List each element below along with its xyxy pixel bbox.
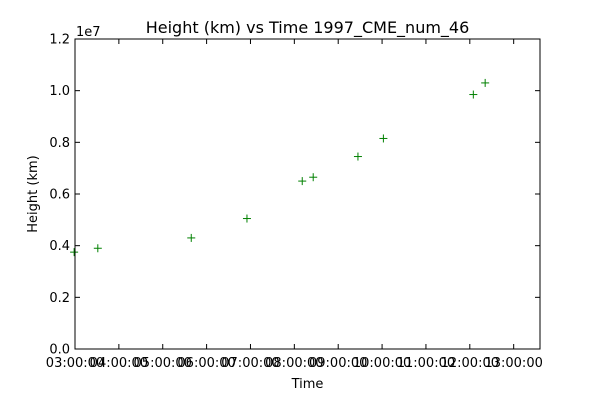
plot-area-frame — [74, 38, 541, 350]
x-tick-label: 11:00:00 — [397, 356, 455, 371]
y-tick-label: 1.2 — [49, 33, 70, 48]
data-point-marker — [298, 177, 307, 186]
x-tick-label: 09:00:00 — [309, 356, 367, 371]
data-point-marker — [353, 152, 362, 161]
chart-title: Height (km) vs Time 1997_CME_num_46 — [146, 18, 470, 38]
data-point-marker — [481, 78, 490, 87]
y-tick-label: 0.6 — [49, 188, 70, 203]
y-tick-label: 0.0 — [49, 343, 70, 358]
y-scale-label: 1e7 — [76, 25, 101, 40]
x-tick-label: 04:00:00 — [90, 356, 148, 371]
axis-ticks: 0.0 0.2 0.4 0.6 0.8 1.0 1.2 03:00:0004:00:0005:… — [46, 33, 543, 372]
data-point-marker — [379, 134, 388, 143]
data-point-marker — [93, 244, 102, 253]
data-point-marker — [309, 173, 318, 182]
x-axis-label: Time — [291, 377, 324, 392]
data-point-marker — [70, 248, 79, 257]
x-tick-label: 13:00:00 — [484, 356, 542, 371]
y-tick-label: 1.0 — [49, 84, 70, 99]
y-axis-label: Height (km) — [26, 155, 41, 232]
x-tick-label: 12:00:00 — [441, 356, 499, 371]
data-point-marker — [469, 90, 478, 99]
x-tick-label: 06:00:00 — [177, 356, 235, 371]
data-point-marker — [187, 233, 196, 242]
data-point-marker — [242, 214, 251, 223]
x-tick-label: 03:00:00 — [46, 356, 104, 371]
x-tick-label: 10:00:00 — [353, 356, 411, 371]
data-markers — [70, 78, 490, 257]
x-tick-label: 08:00:00 — [265, 356, 323, 371]
y-tick-label: 0.4 — [49, 239, 70, 254]
y-tick-label: 0.2 — [49, 291, 70, 306]
y-tick-label: 0.8 — [49, 136, 70, 151]
x-tick-label: 07:00:00 — [221, 356, 279, 371]
x-tick-label: 05:00:00 — [134, 356, 192, 371]
